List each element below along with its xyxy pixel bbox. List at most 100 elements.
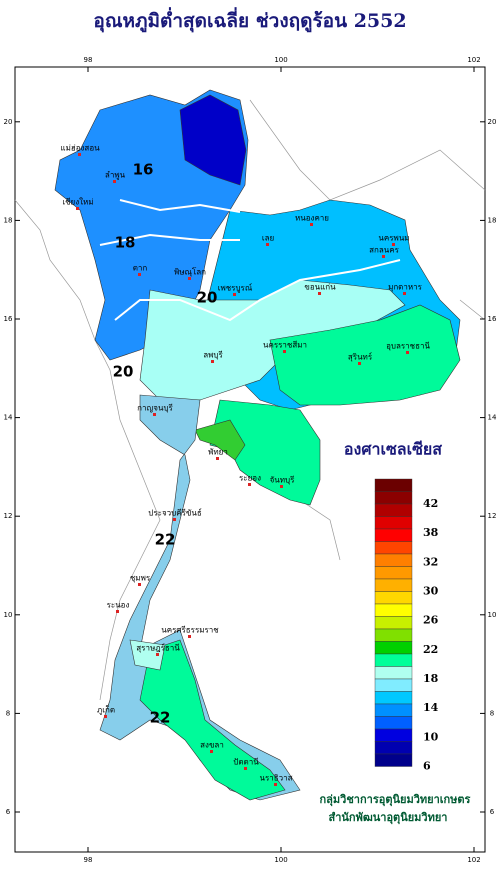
place-label: นครพนม — [378, 234, 409, 243]
lon-label: 100 — [274, 56, 287, 64]
place-label: ลำพูน — [105, 171, 126, 181]
lat-label: 8 — [6, 709, 10, 717]
legend-label: 22 — [423, 643, 438, 656]
lat-label: 12 — [488, 512, 497, 520]
place-dot — [138, 273, 141, 276]
lat-label: 16 — [488, 315, 497, 323]
place-label: จันทบุรี — [270, 476, 296, 485]
lat-label: 14 — [4, 414, 13, 422]
legend: องศาเซลเซียส 42 38 32 30 26 22 18 14 10 6 — [344, 440, 442, 773]
place-label: ระยอง — [239, 474, 261, 483]
place-dot — [188, 277, 191, 280]
legend-swatch — [374, 578, 413, 592]
place-labels: 161820202222แม่ฮ่องสอนเชียงใหม่ลำพูนตากพ… — [60, 144, 430, 786]
place-label: ภูเก็ต — [97, 705, 115, 716]
place-dot — [280, 485, 283, 488]
lat-label: 10 — [488, 611, 497, 619]
legend-label: 6 — [423, 760, 431, 773]
place-label: ขอนแก่น — [304, 283, 336, 292]
place-dot — [310, 223, 313, 226]
legend-label: 10 — [423, 730, 439, 743]
legend-swatch — [374, 503, 413, 517]
lon-label: 102 — [467, 56, 480, 64]
lat-label: 14 — [488, 414, 497, 422]
place-label: แม่ฮ่องสอน — [60, 144, 100, 153]
lat-label: 20 — [4, 118, 13, 126]
title: อุณหภูมิต่ำสุดเฉลี่ย ช่วงฤดูร้อน 2552 — [93, 7, 406, 33]
contour-label: 20 — [197, 289, 218, 307]
legend-swatch — [374, 541, 413, 555]
legend-swatch — [374, 691, 413, 705]
contour-label: 16 — [133, 161, 154, 179]
legend-label: 30 — [423, 585, 439, 598]
lat-label: 18 — [488, 216, 497, 224]
lat-label: 20 — [488, 118, 497, 126]
legend-swatch — [374, 478, 413, 492]
legend-unit: องศาเซลเซียส — [344, 440, 442, 459]
place-dot — [382, 255, 385, 258]
place-label: นราธิวาส — [259, 774, 292, 783]
legend-swatch — [374, 666, 413, 680]
place-dot — [116, 610, 119, 613]
place-dot — [76, 207, 79, 210]
credit: สำนักพัฒนาอุตุนิยมวิทยา — [329, 811, 448, 825]
legend-swatch — [374, 553, 413, 567]
place-dot — [274, 783, 277, 786]
place-label: เชียงใหม่ — [62, 198, 93, 207]
legend-swatch — [374, 516, 413, 530]
lon-label: 100 — [274, 856, 287, 864]
place-dot — [403, 292, 406, 295]
legend-label: 18 — [423, 672, 439, 685]
place-label: หนองคาย — [295, 214, 329, 223]
place-label: มุกดาหาร — [388, 283, 423, 292]
lon-label: 98 — [84, 856, 93, 864]
legend-swatch — [374, 716, 413, 730]
place-dot — [78, 153, 81, 156]
axis-ticks: 9898100100102102104104106106668810101212… — [4, 56, 497, 864]
place-label: นครศรีธรรมราช — [161, 626, 219, 635]
legend-swatch — [374, 641, 413, 655]
place-label: ชุมพร — [130, 574, 151, 583]
place-dot — [153, 413, 156, 416]
lat-label: 6 — [6, 808, 11, 816]
legend-swatch — [374, 753, 413, 767]
place-dot — [248, 483, 251, 486]
legend-swatch — [374, 628, 413, 642]
place-label: ตาก — [133, 264, 148, 273]
place-dot — [113, 180, 116, 183]
contour-label: 22 — [150, 709, 171, 727]
place-dot — [266, 243, 269, 246]
place-dot — [392, 243, 395, 246]
credit: กลุ่มวิชาการอุตุนิยมวิทยาเกษตร — [320, 793, 471, 807]
legend-swatch — [374, 703, 413, 717]
lat-label: 16 — [4, 315, 13, 323]
legend-swatch — [374, 603, 413, 617]
legend-label: 14 — [423, 701, 439, 714]
place-label: ปัตตานี — [233, 758, 259, 767]
lat-label: 12 — [4, 512, 13, 520]
legend-swatch — [374, 741, 413, 755]
place-dot — [138, 583, 141, 586]
lon-label: 102 — [467, 856, 480, 864]
legend-swatch — [374, 591, 413, 605]
place-dot — [233, 293, 236, 296]
place-label: สุรินทร์ — [348, 352, 373, 362]
place-dot — [173, 518, 176, 521]
legend-label: 38 — [423, 526, 439, 539]
place-label: ระนอง — [107, 601, 130, 610]
place-label: อุบลราชธานี — [386, 342, 430, 351]
legend-swatch — [374, 728, 413, 742]
lat-label: 18 — [4, 216, 13, 224]
legend-label: 32 — [423, 555, 438, 568]
place-dot — [104, 715, 107, 718]
place-label: พิษณุโลก — [174, 267, 206, 277]
place-dot — [406, 351, 409, 354]
lat-label: 6 — [490, 808, 495, 816]
legend-label: 42 — [423, 497, 438, 510]
place-dot — [244, 767, 247, 770]
lat-label: 10 — [4, 611, 13, 619]
place-label: ประจวบคีรีขันธ์ — [148, 508, 202, 518]
place-label: สกลนคร — [369, 246, 399, 255]
lon-label: 98 — [84, 56, 93, 64]
legend-swatch — [374, 491, 413, 505]
